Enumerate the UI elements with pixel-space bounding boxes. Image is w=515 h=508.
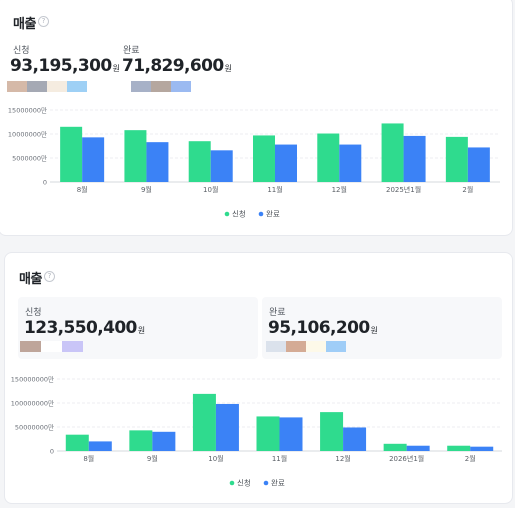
x-tick-label: 9월 — [141, 185, 152, 194]
completed-value: 95,106,200원 — [268, 318, 378, 338]
completed-bar — [470, 446, 494, 451]
completed-bar — [403, 135, 426, 182]
applied-bar — [445, 136, 468, 182]
x-tick-label: 12월 — [335, 454, 350, 463]
completed-bar — [88, 441, 112, 451]
color-swatch — [286, 341, 306, 352]
card-title: 매출 — [19, 272, 42, 287]
applied-value: 123,550,400원 — [24, 318, 145, 338]
x-tick-label: 9월 — [147, 454, 158, 463]
applied-bar — [60, 126, 83, 182]
color-swatch — [62, 341, 83, 352]
y-tick-label: 0 — [43, 178, 47, 186]
color-swatch — [306, 341, 326, 352]
help-circle-icon[interactable]: ? — [44, 271, 55, 282]
x-tick-label: 2월 — [465, 454, 476, 463]
y-tick-label: 5000000만 — [12, 153, 47, 162]
y-tick-label: 10000000만 — [8, 129, 47, 138]
color-swatch — [131, 81, 151, 92]
x-tick-label: 2026년1월 — [389, 454, 424, 463]
completed-bar — [210, 150, 233, 182]
applied-bar — [256, 416, 280, 451]
completed-bar — [467, 147, 490, 182]
sales-card-2 — [4, 252, 513, 504]
legend-label: 신청 — [232, 210, 246, 219]
applied-bar — [253, 135, 275, 182]
applied-bar — [129, 430, 153, 451]
legend-label: 완료 — [266, 210, 280, 219]
legend-dot-completed — [263, 480, 269, 486]
applied-bar — [188, 141, 211, 182]
y-tick-label: 15000000만 — [8, 105, 47, 114]
applied-bar — [65, 434, 89, 451]
y-tick-label: 100000000만 — [11, 398, 54, 407]
y-tick-label: 50000000만 — [15, 422, 54, 431]
applied-label: 신청 — [25, 308, 42, 318]
color-swatch — [41, 341, 62, 352]
color-swatch — [266, 341, 286, 352]
card-title: 매출 — [13, 17, 36, 32]
x-tick-label: 8월 — [83, 454, 94, 463]
color-swatch — [326, 341, 346, 352]
completed-label: 완료 — [123, 46, 140, 56]
applied-bar — [124, 130, 147, 182]
applied-bar — [383, 443, 407, 451]
completed-bar — [339, 144, 362, 182]
legend-dot-completed — [258, 211, 264, 217]
completed-bar — [146, 142, 169, 182]
x-tick-label: 11월 — [267, 185, 282, 194]
completed-bar — [275, 144, 297, 182]
completed-bar — [82, 137, 105, 182]
x-tick-label: 2월 — [462, 185, 473, 194]
applied-bar — [317, 133, 340, 182]
color-swatch — [67, 81, 87, 92]
completed-bar — [152, 431, 176, 451]
applied-bar — [320, 412, 344, 451]
color-swatch — [47, 81, 67, 92]
legend-dot-applied — [224, 211, 230, 217]
applied-bar — [192, 393, 216, 451]
x-tick-label: 11월 — [272, 454, 287, 463]
x-tick-label: 12월 — [332, 185, 347, 194]
color-swatch — [20, 341, 41, 352]
applied-bar — [447, 445, 471, 451]
color-swatch — [27, 81, 47, 92]
color-swatch — [151, 81, 171, 92]
applied-bar — [381, 123, 404, 182]
legend-label: 신청 — [237, 479, 251, 488]
x-tick-label: 10월 — [203, 185, 218, 194]
completed-bar — [215, 403, 239, 451]
x-tick-label: 2025년1월 — [386, 185, 421, 194]
x-tick-label: 8월 — [77, 185, 88, 194]
completed-bar — [406, 445, 430, 451]
sales-card-1 — [0, 0, 513, 236]
applied-value: 93,195,300원 — [10, 56, 120, 76]
completed-bar — [279, 417, 303, 451]
color-swatch — [171, 81, 191, 92]
applied-label: 신청 — [13, 46, 30, 56]
completed-label: 완료 — [269, 308, 286, 318]
y-tick-label: 150000000만 — [11, 374, 54, 383]
legend-dot-applied — [229, 480, 235, 486]
y-tick-label: 0 — [50, 447, 54, 455]
completed-value: 71,829,600원 — [122, 56, 232, 76]
legend-label: 완료 — [271, 479, 285, 488]
completed-bar — [343, 427, 367, 451]
help-circle-icon[interactable]: ? — [38, 16, 49, 27]
x-tick-label: 10월 — [208, 454, 223, 463]
color-swatch — [7, 81, 27, 92]
